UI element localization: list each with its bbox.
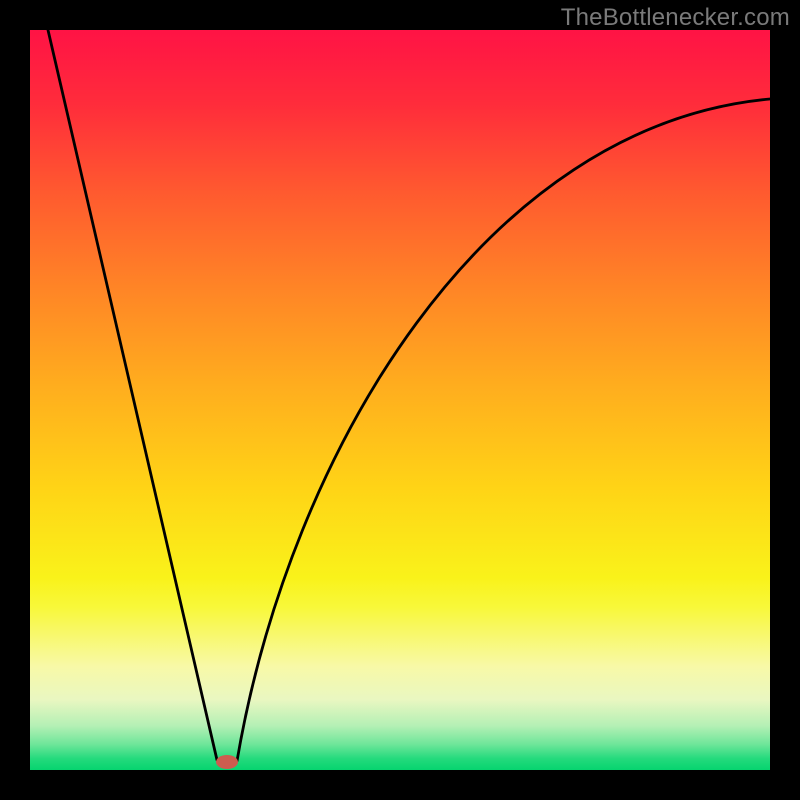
outer-frame: TheBottlenecker.com [0, 0, 800, 800]
chart-background [30, 30, 770, 770]
watermark-text: TheBottlenecker.com [561, 4, 790, 32]
minimum-marker [216, 755, 238, 769]
chart-container [30, 30, 770, 770]
chart-svg [30, 30, 770, 770]
